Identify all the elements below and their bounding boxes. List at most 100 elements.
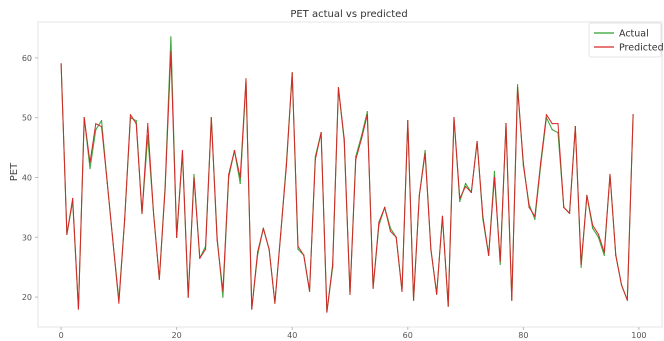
predicted-data-point (378, 221, 380, 223)
predicted-data-point (586, 194, 588, 197)
predicted-data-point (528, 206, 530, 208)
predicted-data-point (95, 123, 97, 125)
actual-data-point (239, 182, 241, 185)
predicted-data-point (210, 117, 212, 119)
predicted-data-point (540, 161, 542, 164)
chart-title: PET actual vs predicted (290, 9, 407, 20)
predicted-data-point (83, 117, 85, 119)
actual-data-point (464, 182, 467, 185)
predicted-data-point (216, 239, 218, 241)
predicted-data-point (262, 227, 264, 229)
predicted-data-point (176, 236, 178, 238)
predicted-data-point (308, 290, 311, 292)
y-tick-label: 50 (22, 114, 32, 123)
predicted-data-point (233, 149, 236, 152)
predicted-data-point (470, 191, 472, 194)
predicted-data-point (285, 164, 288, 167)
predicted-data-point (424, 152, 426, 155)
predicted-data-point (106, 182, 108, 185)
predicted-data-point (453, 117, 455, 119)
predicted-data-point (222, 290, 224, 292)
predicted-data-point (626, 299, 628, 301)
predicted-data-point (545, 114, 548, 116)
predicted-data-point (251, 308, 253, 310)
predicted-data-point (337, 87, 340, 89)
predicted-data-point (488, 254, 490, 256)
predicted-data-point (632, 114, 634, 116)
predicted-data-point (511, 299, 513, 301)
predicted-data-point (441, 215, 444, 217)
predicted-data-point (418, 194, 420, 197)
y-tick-label: 40 (22, 173, 32, 182)
predicted-data-point (89, 161, 91, 164)
predicted-data-point (430, 248, 432, 250)
predicted-data-point (170, 51, 172, 53)
predicted-data-point (274, 302, 276, 304)
predicted-data-point (609, 173, 611, 176)
x-tick-label: 20 (172, 331, 182, 340)
predicted-data-point (239, 176, 241, 179)
predicted-data-point (199, 257, 201, 259)
predicted-data-point (384, 206, 386, 208)
predicted-data-point (603, 251, 605, 253)
predicted-data-point (181, 149, 184, 152)
predicted-data-point (395, 236, 397, 238)
predicted-data-point (320, 132, 322, 134)
actual-data-point (424, 149, 426, 152)
actual-data-point (222, 296, 224, 298)
predicted-data-point (256, 251, 259, 253)
actual-data-point (459, 200, 461, 203)
predicted-data-point (112, 242, 114, 244)
predicted-data-point (124, 218, 126, 220)
actual-data-point (580, 266, 582, 268)
predicted-data-point (66, 233, 68, 235)
x-tick-label: 100 (631, 331, 646, 340)
predicted-data-point (141, 212, 143, 214)
predicted-data-point (551, 123, 553, 125)
x-tick-label: 80 (518, 331, 528, 340)
predicted-data-point (436, 293, 438, 295)
predicted-data-point (60, 63, 62, 65)
actual-data-point (89, 167, 91, 170)
actual-data-point (534, 218, 536, 220)
predicted-data-point (355, 158, 357, 161)
predicted-data-point (412, 299, 415, 301)
actual-data-point (597, 236, 600, 238)
predicted-data-point (493, 176, 496, 179)
predicted-data-point (147, 123, 149, 125)
predicted-data-point (297, 245, 299, 247)
predicted-data-point (366, 114, 368, 116)
predicted-data-point (580, 263, 582, 265)
predicted-data-point (72, 197, 74, 200)
predicted-data-point (592, 224, 594, 226)
predicted-data-point (349, 293, 351, 295)
predicted-data-point (164, 188, 166, 191)
predicted-data-point (228, 173, 230, 176)
predicted-data-point (332, 263, 334, 265)
predicted-data-point (100, 126, 103, 128)
predicted-data-point (499, 260, 501, 262)
y-tick-label: 60 (22, 54, 32, 63)
actual-data-point (135, 120, 137, 122)
predicted-data-point (557, 123, 559, 125)
predicted-data-point (245, 78, 247, 80)
actual-data-point (516, 84, 519, 86)
predicted-data-point (77, 308, 80, 310)
legend-box (588, 22, 662, 58)
y-tick-label: 30 (22, 233, 32, 242)
predicted-data-point (522, 161, 524, 164)
predicted-data-point (534, 215, 536, 217)
legend-label-actual: Actual (619, 29, 649, 40)
actual-data-point (297, 248, 299, 250)
legend-label-predicted: Predicted (619, 43, 664, 54)
predicted-series-line (60, 51, 634, 313)
predicted-data-point (314, 158, 316, 161)
predicted-data-point (401, 290, 403, 292)
actual-data-point (499, 263, 501, 265)
predicted-data-point (193, 176, 195, 179)
plot-area: 0 20 40 60 80 100 20 30 40 50 60 (22, 21, 663, 340)
predicted-data-point (118, 302, 120, 304)
predicted-data-point (372, 287, 374, 289)
